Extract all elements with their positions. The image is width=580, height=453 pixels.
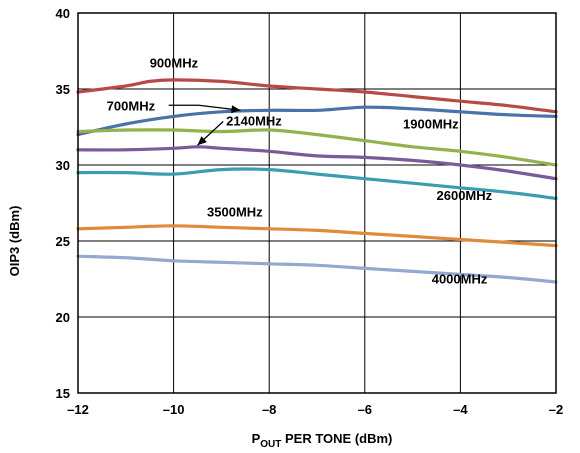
series-label-3500mhz: 3500MHz (207, 205, 263, 220)
series-label-4000mhz: 4000MHz (432, 272, 488, 287)
x-tick-label: –10 (163, 402, 185, 417)
x-tick-label: –2 (549, 402, 563, 417)
series-label-900mhz: 900MHz (150, 56, 199, 71)
series-line-3500mhz (76, 224, 558, 248)
x-axis-title-rest: PER TONE (dBm) (281, 431, 392, 446)
y-tick-label: 30 (56, 158, 70, 173)
x-axis-title-main: P (252, 431, 261, 446)
y-tick-label: 40 (56, 6, 70, 21)
x-tick-label: –8 (262, 402, 276, 417)
arrowhead-2140mhz (197, 136, 207, 146)
series-line-900mhz (76, 78, 558, 114)
y-tick-label: 35 (56, 82, 70, 97)
series-label-1900mhz: 1900MHz (403, 117, 459, 132)
series-line-2600mhz (76, 167, 558, 200)
y-axis-title: OIP3 (dBm) (7, 206, 22, 277)
series-label-2600mhz: 2600MHz (437, 188, 493, 203)
x-axis-title-subscript: OUT (260, 439, 281, 450)
x-tick-label: –6 (358, 402, 372, 417)
series-annotations: 900MHz 700MHz 1900MHz 2140MHz 2600MHz 3500MHz… (107, 56, 493, 287)
y-tick-label: 15 (56, 386, 70, 401)
series-line-700mhz (76, 105, 558, 137)
pointer-line-700mhz (168, 104, 241, 111)
y-tick-label: 20 (56, 310, 70, 325)
series-line-2140mhz (76, 145, 558, 181)
series-lines (76, 78, 558, 284)
x-tick-label: –4 (453, 402, 468, 417)
series-label-2140mhz: 2140MHz (226, 113, 282, 128)
series-line-1900mhz (76, 128, 558, 167)
arrowhead-700mhz (231, 105, 241, 114)
y-tick-label: 25 (56, 234, 70, 249)
x-tick-label: –12 (67, 402, 89, 417)
series-label-700mhz: 700MHz (107, 98, 156, 113)
y-tick-labels: 15 20 25 30 35 40 (56, 6, 70, 401)
plot-area-frame (77, 12, 557, 394)
series-line-4000mhz (76, 254, 558, 284)
x-tick-labels: –12 –10 –8 –6 –4 –2 (67, 402, 563, 417)
x-axis-title: POUT PER TONE (dBm) (252, 431, 393, 450)
